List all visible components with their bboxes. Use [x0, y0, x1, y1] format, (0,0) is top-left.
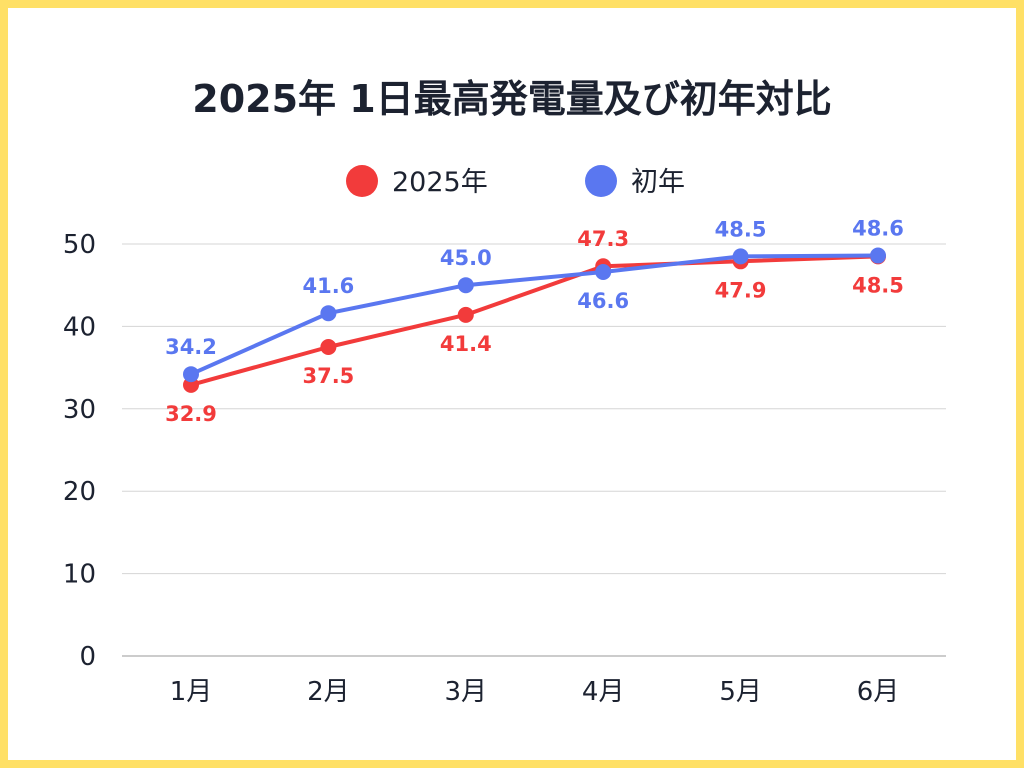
data-point: [457, 306, 474, 323]
chart-title: 2025年 1日最高発電量及び初年対比: [192, 77, 831, 121]
y-tick-label: 50: [63, 230, 96, 260]
y-tick-label: 0: [79, 642, 96, 672]
data-labels-group: 32.9 37.5 41.4 47.3 47.9 48.5 34.2 41.6 45.0 46.6…: [165, 217, 904, 426]
x-tick-label: 2月: [307, 677, 350, 707]
data-label: 47.9: [715, 278, 767, 302]
data-label: 32.9: [165, 402, 217, 426]
x-tick-label: 1月: [170, 677, 213, 707]
x-tick-label: 5月: [719, 677, 762, 707]
data-label: 47.3: [577, 227, 629, 251]
data-point: [457, 277, 474, 294]
data-point: [183, 366, 199, 383]
data-label: 48.5: [715, 217, 767, 241]
data-label: 37.5: [302, 364, 354, 388]
series-line-1: [189, 253, 880, 377]
gridlines: [122, 243, 946, 657]
data-label: 41.6: [302, 274, 354, 298]
series-line-0: [189, 254, 880, 387]
x-axis-ticks: 1月 2月 3月 4月 5月 6月: [170, 677, 900, 707]
data-point: [320, 339, 337, 355]
data-point: [870, 247, 886, 264]
data-label: 41.4: [440, 332, 492, 356]
legend-marker-first-year: [585, 165, 617, 197]
legend-label-2025: 2025年: [392, 167, 488, 198]
y-tick-label: 40: [63, 312, 96, 342]
series-group: [183, 247, 886, 393]
legend: 2025年 初年: [346, 165, 685, 198]
x-tick-label: 4月: [582, 677, 625, 707]
x-tick-label: 3月: [445, 677, 488, 707]
data-point: [595, 264, 612, 281]
data-point: [320, 305, 337, 322]
y-tick-label: 10: [63, 560, 96, 590]
data-label: 48.6: [852, 217, 904, 241]
data-label: 48.5: [852, 273, 904, 297]
data-label: 46.6: [577, 289, 629, 313]
legend-marker-2025: [346, 165, 378, 197]
x-tick-label: 6月: [857, 677, 900, 707]
data-label: 45.0: [440, 246, 492, 270]
data-point: [732, 248, 749, 265]
data-label: 34.2: [165, 335, 217, 359]
y-axis-ticks: 0 10 20 30 40 50: [63, 230, 96, 672]
legend-label-first-year: 初年: [631, 167, 685, 198]
y-tick-label: 20: [63, 477, 96, 507]
y-tick-label: 30: [63, 395, 96, 425]
